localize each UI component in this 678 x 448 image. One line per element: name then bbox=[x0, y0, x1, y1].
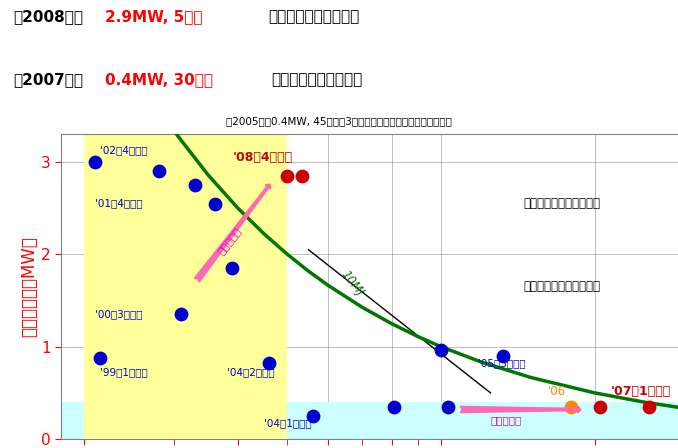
Text: '99（1系統）: '99（1系統） bbox=[100, 367, 148, 378]
Text: '06: '06 bbox=[548, 384, 566, 397]
Text: 2.9MW, 5秒間: 2.9MW, 5秒間 bbox=[105, 9, 203, 24]
Point bbox=[643, 403, 654, 410]
Text: の高パワー入射を達成: の高パワー入射を達成 bbox=[268, 9, 359, 24]
Bar bbox=[84, 134, 287, 439]
Point bbox=[442, 403, 453, 410]
Text: ・2008年に: ・2008年に bbox=[14, 9, 83, 24]
Text: 低減ビーム電流運転領域: 低減ビーム電流運転領域 bbox=[523, 280, 601, 293]
Point bbox=[282, 172, 293, 180]
Text: 長パルス化: 長パルス化 bbox=[490, 416, 522, 426]
Point bbox=[566, 403, 577, 410]
Text: ・2007年に: ・2007年に bbox=[14, 72, 83, 86]
Point bbox=[307, 412, 318, 419]
Bar bbox=[84, 402, 287, 439]
Text: '04（2系統）: '04（2系統） bbox=[226, 367, 274, 378]
Text: 高パワー化: 高パワー化 bbox=[216, 225, 243, 256]
Text: '00（3系統）: '00（3系統） bbox=[95, 310, 142, 319]
Y-axis label: 入射パワー（MW）: 入射パワー（MW） bbox=[20, 236, 38, 337]
Point bbox=[190, 181, 201, 189]
Point bbox=[264, 360, 275, 367]
Point bbox=[95, 354, 106, 362]
Text: 0.4MW, 30秒間: 0.4MW, 30秒間 bbox=[105, 72, 213, 86]
Point bbox=[497, 353, 508, 360]
Text: '08（4系統）: '08（4系統） bbox=[233, 151, 292, 164]
Text: （2005年に0.4MW, 45秒間の3系統リレー式長パルス入射を達成）: （2005年に0.4MW, 45秒間の3系統リレー式長パルス入射を達成） bbox=[226, 116, 452, 126]
Text: '01（4系統）: '01（4系統） bbox=[95, 198, 143, 209]
Bar bbox=[61, 402, 678, 439]
Point bbox=[176, 311, 187, 318]
Point bbox=[297, 172, 308, 180]
Text: '05（3系統）: '05（3系統） bbox=[478, 358, 525, 368]
Point bbox=[595, 403, 605, 410]
Point bbox=[153, 168, 164, 175]
Point bbox=[436, 347, 447, 354]
Text: の長パルス入射を達成: の長パルス入射を達成 bbox=[271, 72, 363, 86]
Point bbox=[227, 265, 238, 272]
Point bbox=[210, 200, 220, 207]
Point bbox=[89, 159, 100, 166]
Text: '04（1系統）: '04（1系統） bbox=[264, 418, 312, 428]
Text: 定格ビーム電流運転領域: 定格ビーム電流運転領域 bbox=[523, 197, 601, 210]
Text: 10MJ: 10MJ bbox=[338, 268, 367, 299]
Text: '02（4系統）: '02（4系統） bbox=[100, 145, 148, 155]
Text: '07（1系統）: '07（1系統） bbox=[611, 384, 671, 397]
Point bbox=[389, 403, 400, 410]
